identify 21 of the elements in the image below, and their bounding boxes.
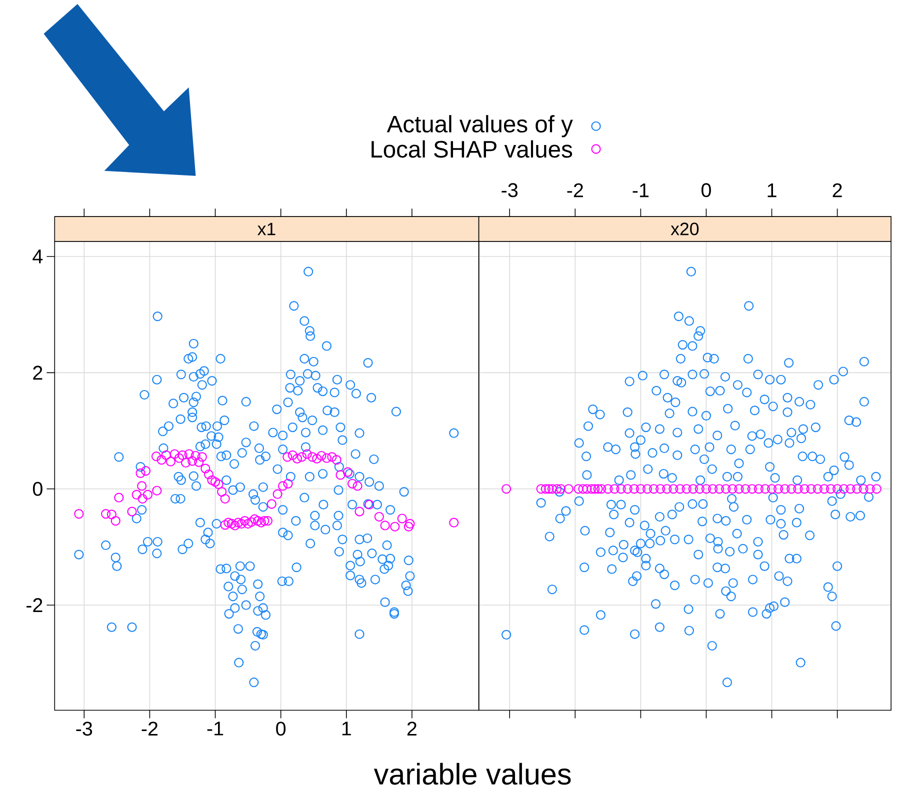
- y-tick-label: 2: [33, 366, 42, 380]
- x-tick-label: 0: [276, 722, 286, 736]
- y-tick-label: 4: [32, 250, 43, 264]
- x-tick-label: -2: [567, 183, 583, 198]
- x-axis-title: variable values: [374, 763, 571, 785]
- x-tick-label: 1: [768, 184, 776, 198]
- x-tick-label: -1: [207, 722, 224, 736]
- x-tick-label: -3: [502, 183, 518, 198]
- x-tick-label: -2: [142, 722, 158, 736]
- legend-label: Local SHAP values: [372, 140, 572, 158]
- chart-title: x1: [258, 222, 276, 236]
- x-tick-label: -1: [632, 184, 649, 198]
- legend-label: Actual values of y: [386, 115, 573, 138]
- x-tick-label: -3: [76, 722, 92, 736]
- chart-title: x20: [670, 222, 699, 236]
- x-tick-label: 1: [342, 722, 351, 736]
- x-tick-label: 0: [702, 183, 711, 198]
- y-tick-label: 0: [32, 482, 42, 496]
- x-tick-label: 2: [832, 183, 842, 198]
- x-tick-label: 2: [407, 722, 416, 736]
- y-tick-label: -2: [26, 598, 42, 612]
